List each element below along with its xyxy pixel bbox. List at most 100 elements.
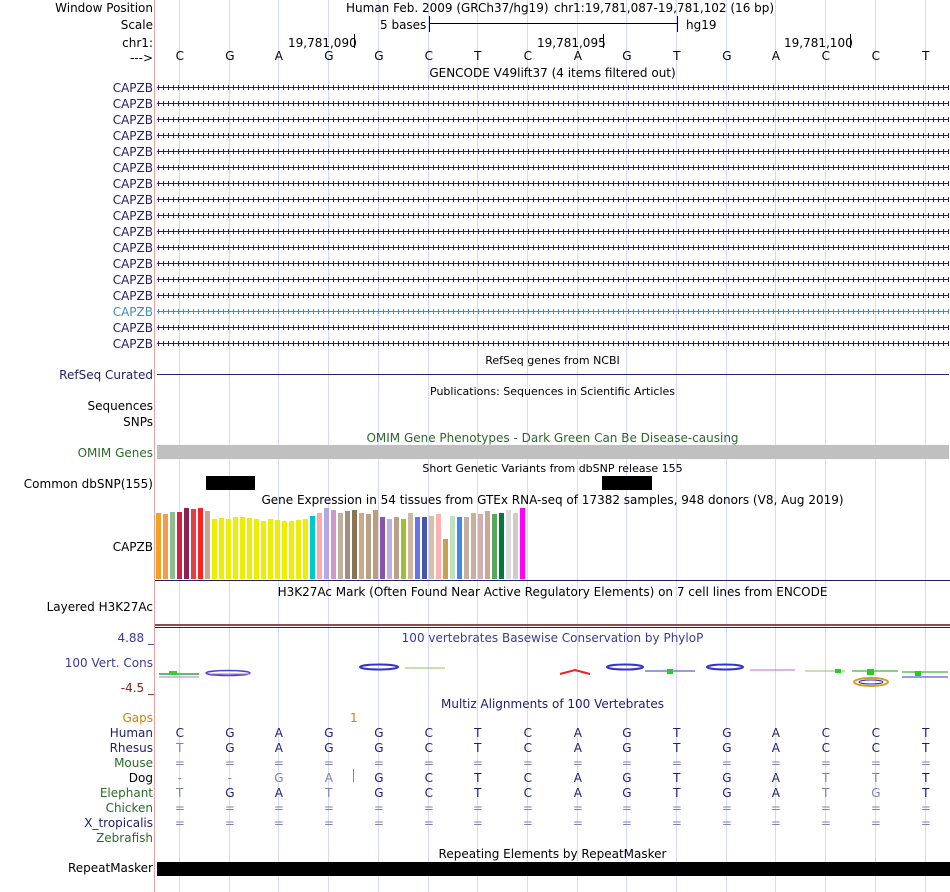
repeatmasker-label[interactable]: RepeatMasker — [67, 861, 153, 875]
gtex-tissue-bar[interactable] — [324, 508, 329, 579]
gencode-transcript-line[interactable] — [157, 114, 949, 125]
gtex-tissue-bar[interactable] — [233, 517, 238, 579]
conservation-plot[interactable] — [155, 660, 950, 690]
gtex-tissue-bar[interactable] — [254, 519, 259, 579]
dbsnp-label[interactable]: Common dbSNP(155) — [23, 477, 153, 491]
gtex-tissue-bar[interactable] — [345, 511, 350, 579]
repeatmasker-element[interactable] — [157, 862, 950, 876]
gtex-bar-chart[interactable] — [156, 508, 536, 579]
species-label[interactable]: Rhesus — [109, 741, 153, 755]
gencode-transcript-label[interactable]: CAPZB — [112, 337, 153, 351]
h3k27ac-title[interactable]: H3K27Ac Mark (Often Found Near Active Re… — [277, 585, 828, 599]
gencode-transcript-line[interactable] — [157, 338, 949, 349]
gtex-tissue-bar[interactable] — [387, 519, 392, 579]
gencode-transcript-line[interactable] — [157, 306, 949, 317]
gtex-tissue-bar[interactable] — [331, 510, 336, 579]
gencode-transcript-label[interactable]: CAPZB — [112, 273, 153, 287]
gencode-transcript-label[interactable]: CAPZB — [112, 321, 153, 335]
gencode-transcript-line[interactable] — [157, 210, 949, 221]
gencode-transcript-label[interactable]: CAPZB — [112, 177, 153, 191]
gencode-transcript-label[interactable]: CAPZB — [112, 241, 153, 255]
gtex-tissue-bar[interactable] — [156, 513, 161, 579]
gencode-transcript-label[interactable]: CAPZB — [112, 257, 153, 271]
species-label[interactable]: Chicken — [105, 801, 153, 815]
gencode-transcript-line[interactable] — [157, 290, 949, 301]
gencode-transcript-line[interactable] — [157, 322, 949, 333]
gtex-tissue-bar[interactable] — [184, 508, 189, 579]
gtex-tissue-bar[interactable] — [457, 517, 462, 579]
dbsnp-variant-1[interactable] — [206, 476, 255, 490]
multiz-title[interactable]: Multiz Alignments of 100 Vertebrates — [440, 697, 665, 711]
gtex-tissue-bar[interactable] — [436, 514, 441, 579]
gtex-tissue-bar[interactable] — [506, 510, 511, 579]
gencode-transcript-label[interactable]: CAPZB — [112, 161, 153, 175]
gtex-tissue-bar[interactable] — [198, 508, 203, 579]
gtex-tissue-bar[interactable] — [282, 521, 287, 579]
gtex-tissue-bar[interactable] — [303, 519, 308, 579]
gtex-tissue-bar[interactable] — [275, 520, 280, 579]
gtex-tissue-bar[interactable] — [492, 514, 497, 579]
gtex-tissue-bar[interactable] — [499, 513, 504, 579]
gtex-tissue-bar[interactable] — [261, 521, 266, 579]
omim-label[interactable]: OMIM Genes — [77, 446, 153, 460]
gtex-tissue-bar[interactable] — [380, 517, 385, 579]
gtex-tissue-bar[interactable] — [415, 517, 420, 579]
gencode-transcript-label[interactable]: CAPZB — [112, 97, 153, 111]
conservation-label[interactable]: 100 Vert. Cons — [64, 656, 153, 670]
gtex-title[interactable]: Gene Expression in 54 tissues from GTEx … — [261, 493, 844, 507]
gencode-transcript-label[interactable]: CAPZB — [112, 225, 153, 239]
gtex-tissue-bar[interactable] — [212, 519, 217, 579]
gtex-tissue-bar[interactable] — [471, 513, 476, 579]
gtex-label[interactable]: CAPZB — [112, 540, 153, 554]
dbsnp-variant-2[interactable] — [602, 476, 652, 490]
gencode-title[interactable]: GENCODE V49lift37 (4 items filtered out) — [429, 66, 676, 80]
gencode-transcript-label[interactable]: CAPZB — [112, 145, 153, 159]
h3k27ac-label[interactable]: Layered H3K27Ac — [46, 600, 153, 614]
gaps-label[interactable]: Gaps — [122, 711, 153, 725]
gtex-tissue-bar[interactable] — [394, 517, 399, 579]
gencode-transcript-label[interactable]: CAPZB — [112, 289, 153, 303]
omim-title[interactable]: OMIM Gene Phenotypes - Dark Green Can Be… — [366, 431, 739, 445]
gtex-tissue-bar[interactable] — [268, 519, 273, 579]
dbsnp-title[interactable]: Short Genetic Variants from dbSNP releas… — [422, 462, 683, 475]
gtex-tissue-bar[interactable] — [240, 517, 245, 579]
gencode-transcript-line[interactable] — [157, 146, 949, 157]
gencode-transcript-label[interactable]: CAPZB — [112, 305, 153, 319]
gtex-tissue-bar[interactable] — [513, 513, 518, 579]
gencode-transcript-line[interactable] — [157, 82, 949, 93]
repeatmasker-title[interactable]: Repeating Elements by RepeatMasker — [438, 847, 667, 861]
gtex-tissue-bar[interactable] — [408, 513, 413, 579]
gtex-tissue-bar[interactable] — [464, 517, 469, 579]
gencode-transcript-label[interactable]: CAPZB — [112, 209, 153, 223]
gtex-tissue-bar[interactable] — [485, 511, 490, 579]
gtex-tissue-bar[interactable] — [317, 513, 322, 579]
gtex-tissue-bar[interactable] — [310, 516, 315, 579]
refseq-title[interactable]: RefSeq genes from NCBI — [485, 354, 620, 367]
gtex-tissue-bar[interactable] — [289, 521, 294, 579]
gtex-tissue-bar[interactable] — [247, 518, 252, 579]
publications-snps-label[interactable]: SNPs — [123, 415, 153, 429]
publications-sequences-label[interactable]: Sequences — [87, 399, 153, 413]
gencode-transcript-label[interactable]: CAPZB — [112, 81, 153, 95]
gtex-tissue-bar[interactable] — [226, 519, 231, 579]
species-label[interactable]: Elephant — [99, 786, 153, 800]
refseq-label[interactable]: RefSeq Curated — [59, 368, 153, 382]
gencode-transcript-line[interactable] — [157, 162, 949, 173]
gtex-tissue-bar[interactable] — [373, 510, 378, 579]
gtex-tissue-bar[interactable] — [422, 517, 427, 579]
species-label[interactable]: Zebrafish — [96, 831, 153, 845]
gtex-tissue-bar[interactable] — [296, 520, 301, 579]
gtex-tissue-bar[interactable] — [401, 519, 406, 579]
gtex-tissue-bar[interactable] — [177, 512, 182, 579]
gtex-tissue-bar[interactable] — [366, 514, 371, 579]
species-label[interactable]: X_tropicalis — [84, 816, 153, 830]
gtex-tissue-bar[interactable] — [352, 510, 357, 579]
gencode-transcript-line[interactable] — [157, 242, 949, 253]
gencode-transcript-line[interactable] — [157, 226, 949, 237]
gtex-tissue-bar[interactable] — [205, 511, 210, 579]
gtex-tissue-bar[interactable] — [170, 512, 175, 579]
gtex-tissue-bar[interactable] — [163, 514, 168, 579]
gencode-transcript-line[interactable] — [157, 274, 949, 285]
publications-title[interactable]: Publications: Sequences in Scientific Ar… — [430, 385, 675, 398]
gtex-tissue-bar[interactable] — [359, 513, 364, 579]
